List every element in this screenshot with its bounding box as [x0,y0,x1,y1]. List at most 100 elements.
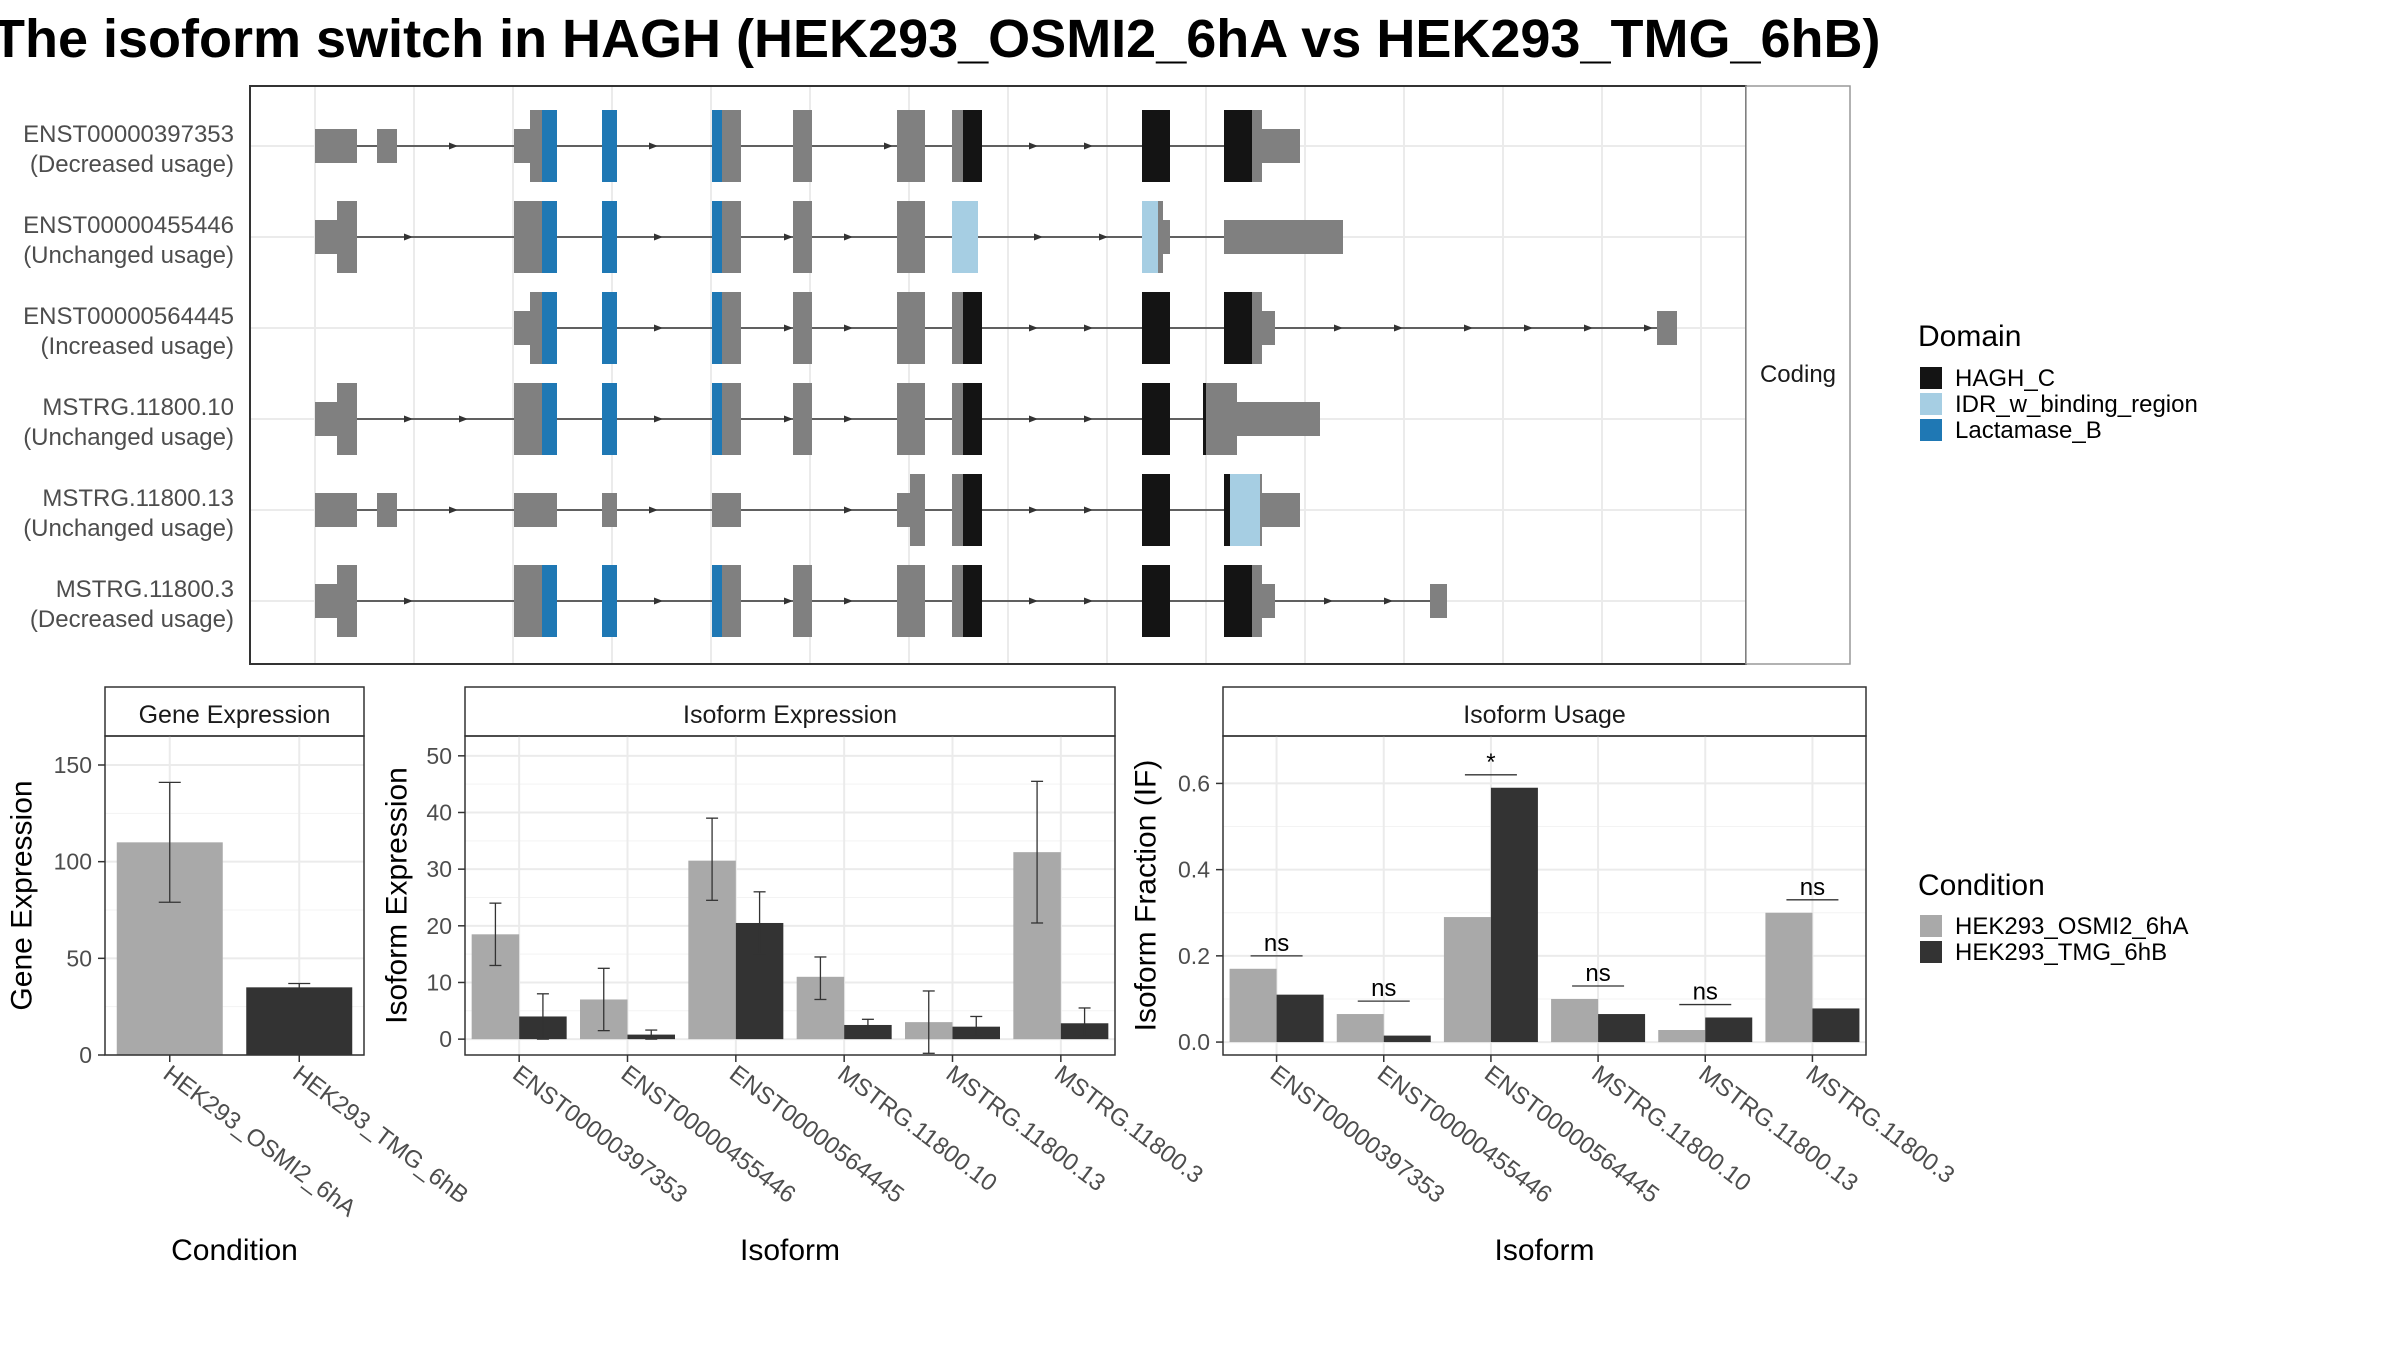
bar [1276,994,1324,1043]
exon-segment [1262,584,1275,618]
exon-segment [514,201,542,273]
intron-direction-arrow [1334,324,1343,332]
bar [1551,998,1599,1043]
significance-label: ns [1264,930,1289,957]
domain-segment [712,292,722,364]
y-tick-label: 0.6 [1178,770,1210,796]
panel-border [1222,735,1867,1056]
transcript-row [315,383,1320,455]
domain-segment [542,383,557,455]
intron-direction-arrow [1394,324,1403,332]
intron-direction-arrow [654,415,663,423]
intron-direction-arrow [449,506,458,514]
intron-direction-arrow [884,142,893,150]
transcript-id-label: ENST00000564445 [23,303,234,330]
intron-direction-arrow [404,233,413,241]
exon-segment [1262,129,1300,163]
transcript-id-label: MSTRG.11800.10 [42,394,234,421]
exon-segment [514,565,542,637]
domain-segment [1230,474,1260,546]
intron-direction-arrow [1584,324,1593,332]
x-tick-label: ENST00000397353 [1265,1060,1450,1208]
significance-label: ns [1693,979,1718,1006]
exon-segment [722,110,741,182]
panel-title: Gene Expression [139,701,331,729]
bar [1765,912,1813,1043]
exon-segment [514,383,542,455]
intron-direction-arrow [1084,142,1093,150]
exon-segment [1252,110,1262,182]
domain-segment [963,292,982,364]
intron-direction-arrow [654,597,663,605]
domain-segment [542,292,557,364]
transcript-row [514,292,1677,364]
bar [1229,968,1277,1043]
domain-segment [963,565,982,637]
exon-segment [315,493,357,527]
isoform-usage-panel: Isoform Usage ns ns * ns ns ns 0.0 0.2 0.4 0.6 ENST… [1130,686,1959,1267]
intron-direction-arrow [844,415,853,423]
exon-segment [793,201,812,273]
intron-direction-arrow [459,415,468,423]
intron-direction-arrow [649,142,658,150]
domain-legend-label: HAGH_C [1955,365,2055,392]
intron-direction-arrow [404,597,413,605]
domain-segment [1142,201,1158,273]
exon-segment [722,383,741,455]
y-tick-label: 20 [426,913,452,939]
domain-segment [602,110,617,182]
domain-segment [542,201,557,273]
intron-direction-arrow [1644,324,1653,332]
domain-legend-swatch [1920,419,1942,441]
exon-segment [1224,220,1343,254]
exon-segment [337,383,357,455]
y-tick-label: 0.0 [1178,1029,1210,1055]
exon-segment [897,565,925,637]
y-tick-label: 0 [439,1026,452,1052]
domain-segment [1203,383,1206,455]
intron-direction-arrow [1084,597,1093,605]
x-tick-label: ENST00000455446 [1372,1060,1557,1208]
transcript-row [315,474,1300,546]
x-tick-label: ENST00000397353 [508,1060,693,1208]
domain-segment [712,565,722,637]
exon-segment [897,493,910,527]
condition-legend-label: HEK293_OSMI2_6hA [1955,913,2188,940]
transcript-id-label: ENST00000455446 [23,212,234,239]
significance-label: ns [1800,874,1825,901]
transcript-status-label: (Decreased usage) [30,606,234,633]
exon-segment [952,474,963,546]
bars [471,780,1109,1054]
intron-direction-arrow [1099,233,1108,241]
intron-direction-arrow [784,597,793,605]
domain-segment [952,201,978,273]
intron-direction-arrow [1029,142,1038,150]
transcript-id-label: MSTRG.11800.13 [42,485,234,512]
x-tick-label: ENST00000564445 [1479,1060,1664,1208]
x-tick-label: ENST00000564445 [724,1060,909,1208]
domain-segment [1142,292,1170,364]
domain-segment [1224,565,1252,637]
domain-legend-label: IDR_w_binding_region [1955,391,2198,418]
panel-border [464,735,1116,1056]
exon-segment [315,220,337,254]
domain-segment [1224,292,1252,364]
significance-label: * [1486,749,1495,776]
transcript-id-label: ENST00000397353 [23,121,234,148]
panel-strip [1222,686,1867,737]
panel-strip [104,686,365,737]
domain-segment [963,474,982,546]
y-tick-label: 30 [426,856,452,882]
exon-segment [897,201,925,273]
exon-segment [952,383,963,455]
domain-legend: Domain HAGH_CIDR_w_binding_regionLactama… [1918,320,2198,444]
exon-segment [602,493,617,527]
exon-segment [1252,565,1262,637]
intron-direction-arrow [844,233,853,241]
y-tick-label: 150 [54,752,92,778]
isoform-expression-panel: Isoform Expression 0 10 20 30 40 50 ENST0000039… [381,686,1208,1267]
panel-grid [465,736,1115,1055]
transcript-structure-panel: ENST00000397353 (Decreased usage) ENST0000… [23,85,1851,665]
